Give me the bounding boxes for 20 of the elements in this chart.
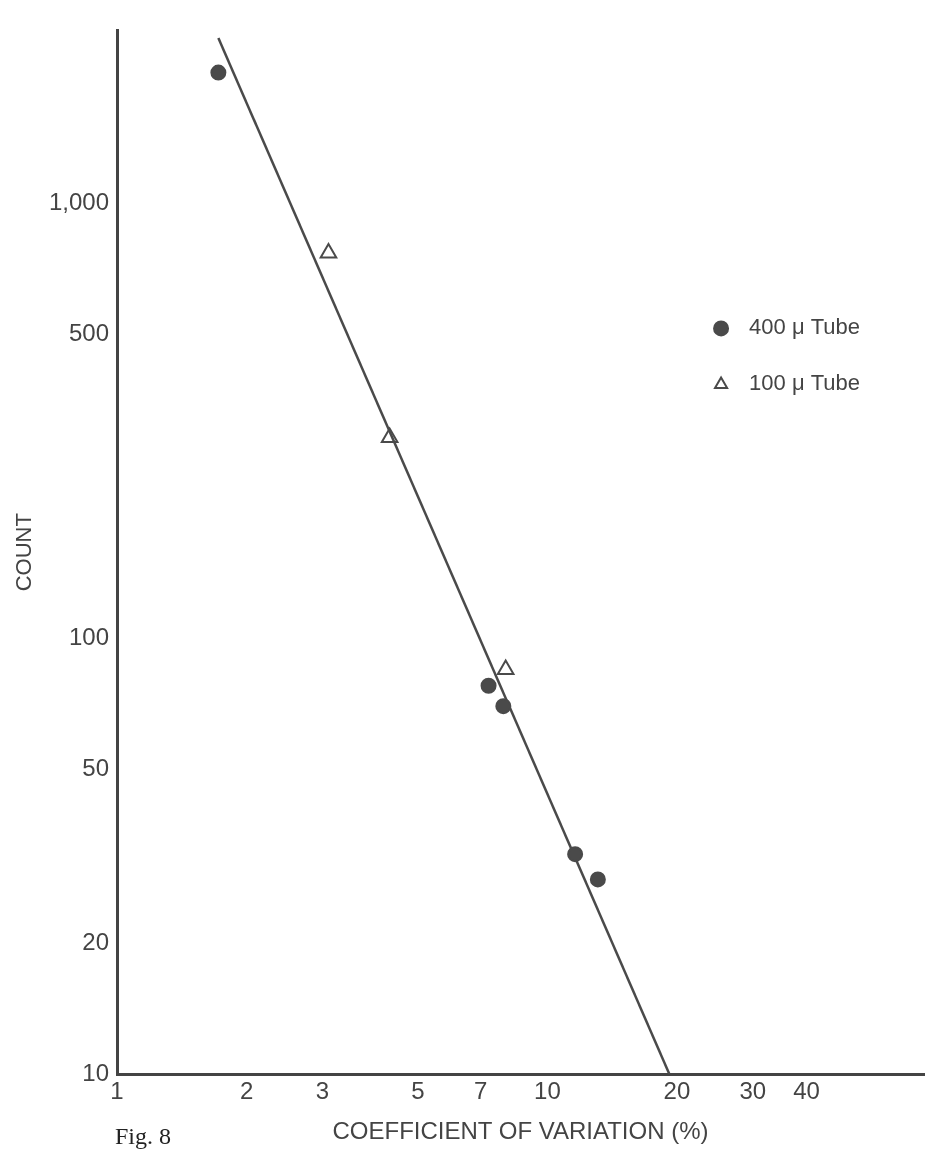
- x-axis-title: COEFFICIENT OF VARIATION (%): [332, 1117, 709, 1145]
- y-axis-title: COUNT: [11, 513, 37, 592]
- x-tick-label: 5: [411, 1077, 425, 1105]
- x-tick-label: 3: [315, 1077, 330, 1105]
- x-tick-label: 10: [534, 1077, 561, 1105]
- y-tick-label: 20: [82, 927, 109, 955]
- x-tick-label: 40: [793, 1077, 820, 1105]
- y-tick-label: 1,000: [48, 188, 109, 216]
- legend-label: 400 μ Tube: [749, 314, 860, 340]
- x-tick-label: 20: [663, 1077, 691, 1105]
- y-tick-label: 10: [82, 1058, 109, 1086]
- x-tick-label: 7: [474, 1077, 488, 1105]
- y-tick-label: 500: [68, 319, 109, 347]
- y-tick-label: 100: [68, 623, 109, 651]
- x-tick-label: 30: [739, 1077, 767, 1105]
- y-tick-label: 50: [82, 754, 109, 782]
- x-tick-label: 2: [239, 1077, 254, 1105]
- caption: Fig. 8: [115, 1123, 172, 1149]
- x-tick-label: 1: [110, 1077, 124, 1105]
- legend-label: 100 μ Tube: [749, 370, 860, 396]
